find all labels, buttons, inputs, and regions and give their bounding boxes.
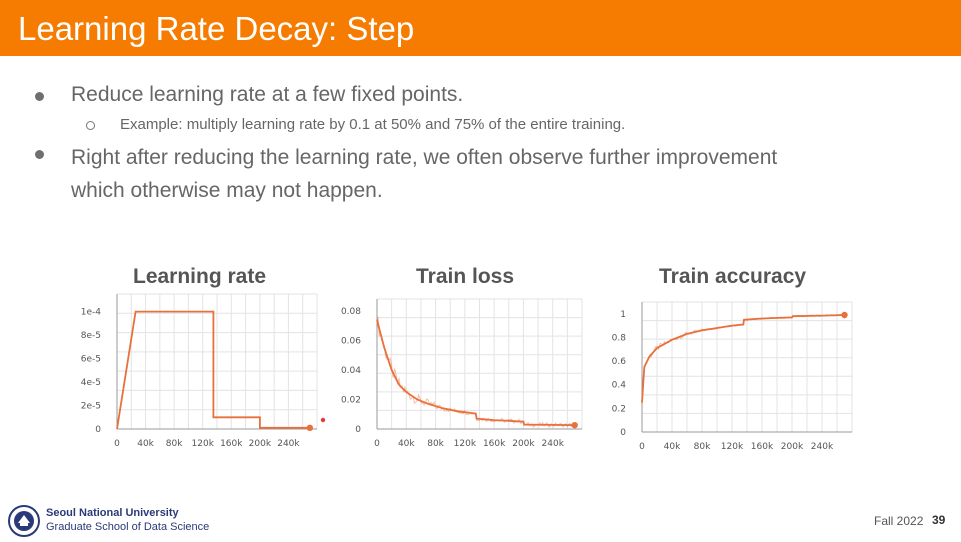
page-number: 39 [932,513,946,527]
y-tick-label: 0.08 [341,307,361,317]
x-tick-label: 0 [114,439,120,449]
y-tick-label: 6e-5 [81,355,101,365]
chart-title-train-accuracy: Train accuracy [659,265,807,288]
bullet-2-line-1: Right after reducing the learning rate, … [71,146,778,169]
y-tick-label: 0.2 [612,404,626,414]
y-tick-label: 0.6 [612,357,627,367]
title-bar: Learning Rate Decay: Step [0,0,961,56]
series-line [376,319,575,427]
x-tick-label: 240k [277,439,300,449]
bullet-2-line-2: which otherwise may not happen. [71,179,383,202]
series-line [641,314,845,403]
y-tick-label: 1e-4 [81,308,102,318]
chart-title-learning-rate: Learning rate [133,265,267,288]
slide-title: Learning Rate Decay: Step [18,10,415,47]
bullet-2: Right after reducing the learning rate, … [71,141,777,207]
y-tick-label: 0 [355,425,361,435]
x-tick-label: 40k [664,442,681,452]
y-tick-label: 2e-5 [81,402,101,412]
y-tick-label: 0.06 [341,336,361,346]
chart-title-train-loss: Train loss [416,265,515,288]
x-tick-label: 200k [249,439,272,449]
x-tick-label: 0 [639,442,645,452]
x-tick-label: 120k [721,442,744,452]
x-tick-label: 240k [542,439,565,449]
x-tick-label: 40k [137,439,154,449]
bullet-1: Reduce learning rate at a few fixed poin… [71,83,464,106]
y-tick-label: 0.04 [341,366,361,376]
train-loss-chart: 0 40k 80k 120k 160k 200k 240k 0 0.02 0.04 0.06 0.08 [341,298,583,449]
bullet-dot-icon [35,92,44,101]
sub-bullet-1: Example: multiply learning rate by 0.1 a… [120,116,626,133]
university-logo-icon [8,505,40,537]
x-tick-label: 120k [454,439,477,449]
x-tick-label: 80k [427,439,444,449]
x-tick-label: 80k [166,439,183,449]
x-tick-label: 160k [483,439,506,449]
x-tick-label: 80k [694,442,711,452]
series-end-point [841,311,848,319]
series-line [116,310,310,430]
x-tick-label: 200k [512,439,535,449]
y-tick-label: 4e-5 [81,378,101,388]
series-end-point [306,424,314,432]
series-end-point [571,421,578,429]
x-tick-label: 40k [398,439,415,449]
x-tick-label: 240k [811,442,834,452]
x-tick-label: 160k [751,442,774,452]
y-tick-label: 0.8 [612,333,627,343]
y-tick-label: 0 [95,425,101,435]
university-name: Seoul National University [46,507,179,519]
x-tick-label: 160k [220,439,243,449]
bullet-dot-icon [35,150,44,159]
train-accuracy-chart: 0 40k 80k 120k 160k 200k 240k 0 0.2 0.4 0.6 0.8 1 [612,301,853,452]
sub-bullet-circle-icon [86,121,95,130]
y-tick-label: 1 [620,310,626,320]
red-marker-dot [320,417,326,423]
term-label: Fall 2022 [874,514,924,528]
y-tick-label: 0.4 [612,381,627,391]
learning-rate-chart: 0 40k 80k 120k 160k 200k 240k 0 2e-5 4e-5 6e-5 8e-5… [81,293,326,449]
y-tick-label: 0.02 [341,395,361,405]
x-tick-label: 0 [374,439,380,449]
school-name: Graduate School of Data Science [46,521,210,533]
y-tick-label: 8e-5 [81,331,101,341]
x-tick-label: 120k [192,439,215,449]
y-tick-label: 0 [620,428,626,438]
x-tick-label: 200k [781,442,804,452]
